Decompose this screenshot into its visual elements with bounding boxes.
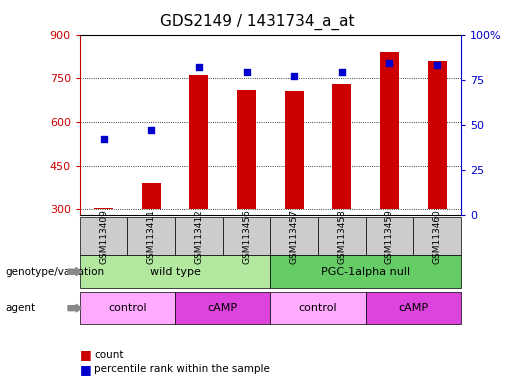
Text: cAMP: cAMP — [398, 303, 428, 313]
Point — [290, 73, 298, 79]
Text: GSM113458: GSM113458 — [337, 209, 346, 263]
Text: GSM113459: GSM113459 — [385, 209, 394, 263]
Text: PGC-1alpha null: PGC-1alpha null — [321, 266, 410, 277]
Text: GSM113409: GSM113409 — [99, 209, 108, 263]
Point — [385, 60, 393, 66]
Bar — [380, 52, 399, 209]
Text: cAMP: cAMP — [208, 303, 238, 313]
Text: GSM113460: GSM113460 — [433, 209, 441, 263]
Text: GSM113412: GSM113412 — [195, 209, 203, 263]
Text: control: control — [108, 303, 147, 313]
Bar — [190, 75, 209, 209]
Text: count: count — [94, 350, 124, 360]
Bar — [332, 84, 351, 209]
Text: ■: ■ — [80, 348, 92, 361]
Point — [243, 70, 251, 76]
Text: agent: agent — [5, 303, 35, 313]
Point — [338, 70, 346, 76]
Text: ■: ■ — [80, 363, 92, 376]
Point — [99, 136, 108, 142]
Text: GSM113411: GSM113411 — [147, 209, 156, 263]
Text: control: control — [299, 303, 337, 313]
Bar — [427, 61, 447, 209]
Bar — [94, 208, 113, 209]
Text: percentile rank within the sample: percentile rank within the sample — [94, 364, 270, 374]
Point — [433, 62, 441, 68]
Bar — [237, 90, 256, 209]
Text: GSM113457: GSM113457 — [290, 209, 299, 263]
Point — [147, 127, 156, 133]
Bar — [285, 91, 304, 209]
Bar — [142, 183, 161, 209]
Text: wild type: wild type — [150, 266, 200, 277]
Text: GSM113456: GSM113456 — [242, 209, 251, 263]
Point — [195, 64, 203, 70]
Text: GDS2149 / 1431734_a_at: GDS2149 / 1431734_a_at — [160, 13, 355, 30]
Text: genotype/variation: genotype/variation — [5, 266, 104, 277]
